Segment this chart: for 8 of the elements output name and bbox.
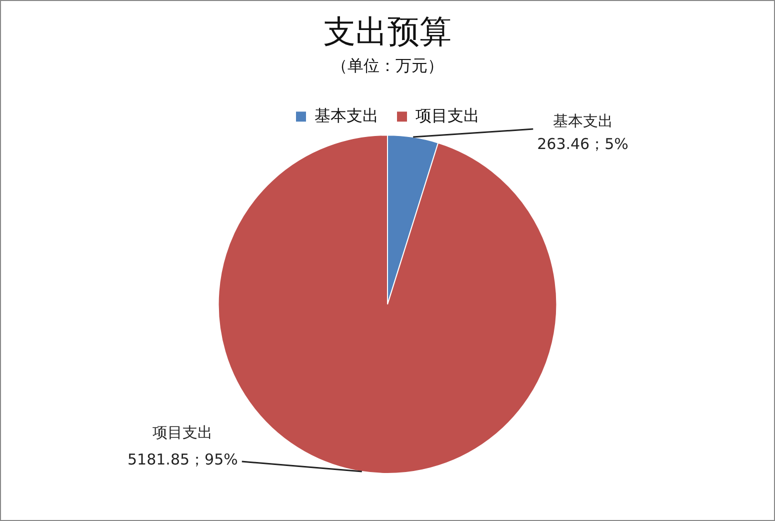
chart-subtitle: （单位：万元）: [332, 56, 444, 76]
legend-label: 项目支出: [416, 106, 480, 125]
data-label: 263.46；5%: [537, 135, 628, 154]
slice-label: 基本支出: [552, 112, 613, 130]
slice-label: 项目支出: [152, 424, 213, 442]
legend-label: 基本支出: [314, 106, 378, 125]
chart-title: 支出预算: [324, 12, 452, 51]
data-label: 5181.85；95%: [128, 450, 238, 469]
